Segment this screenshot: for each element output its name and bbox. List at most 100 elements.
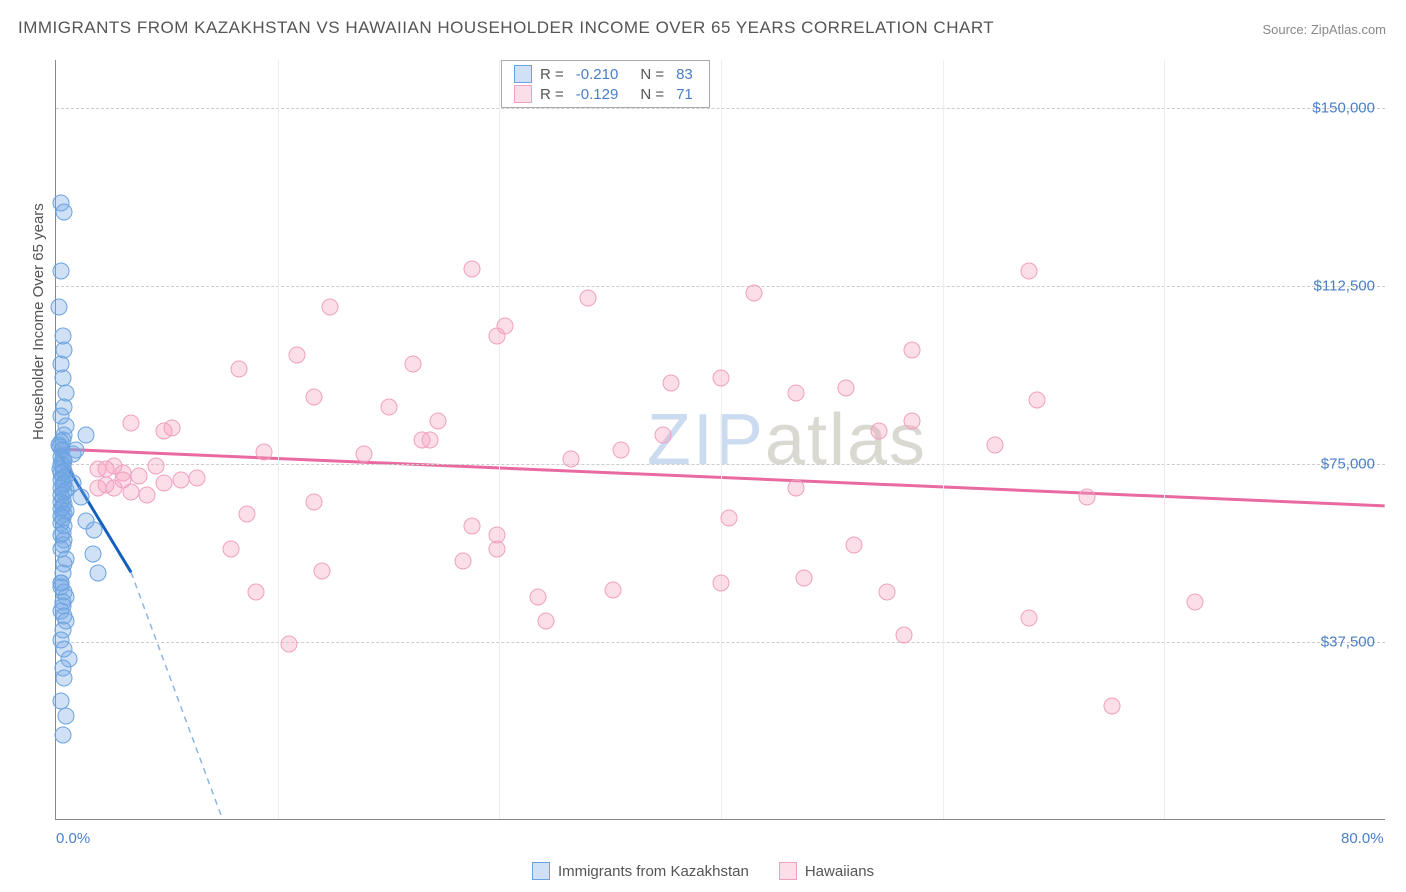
swatch-hawaiians [514, 85, 532, 103]
data-point-hawaiians [413, 432, 430, 449]
data-point-hawaiians [580, 289, 597, 306]
gridline-vertical [1164, 60, 1165, 819]
data-point-hawaiians [488, 327, 505, 344]
y-tick-label: $112,500 [1314, 277, 1375, 294]
data-point-hawaiians [122, 415, 139, 432]
data-point-hawaiians [870, 422, 887, 439]
data-point-hawaiians [663, 375, 680, 392]
data-point-hawaiians [239, 505, 256, 522]
data-point-hawaiians [97, 460, 114, 477]
data-point-hawaiians [604, 581, 621, 598]
data-point-hawaiians [746, 284, 763, 301]
data-point-hawaiians [172, 472, 189, 489]
source-credit: Source: ZipAtlas.com [1262, 22, 1386, 37]
data-point-hawaiians [114, 472, 131, 489]
data-point-hawaiians [355, 446, 372, 463]
data-point-hawaiians [305, 493, 322, 510]
gridline-vertical [278, 60, 279, 819]
legend-item-kazakhstan: Immigrants from Kazakhstan [532, 862, 749, 880]
gridline-vertical [499, 60, 500, 819]
data-point-hawaiians [796, 569, 813, 586]
data-point-hawaiians [721, 510, 738, 527]
gridline-vertical [943, 60, 944, 819]
plot-area: ZIPatlas R =-0.210N =83R =-0.129N =71 $3… [55, 60, 1385, 820]
watermark: ZIPatlas [647, 399, 927, 481]
data-point-hawaiians [463, 261, 480, 278]
data-point-kazakhstan [57, 707, 74, 724]
data-point-kazakhstan [56, 204, 73, 221]
data-point-hawaiians [156, 474, 173, 491]
swatch-kazakhstan [514, 65, 532, 83]
data-point-hawaiians [987, 436, 1004, 453]
stats-row-hawaiians: R = -0.129 N = 71 [502, 84, 709, 104]
stats-r-label: R = [540, 66, 564, 83]
data-point-kazakhstan [89, 565, 106, 582]
legend-label: Immigrants from Kazakhstan [558, 863, 749, 880]
x-tick-label: 80.0% [1341, 830, 1384, 847]
stats-n-value: 71 [676, 86, 693, 103]
data-point-hawaiians [189, 470, 206, 487]
data-point-hawaiians [846, 536, 863, 553]
data-point-hawaiians [89, 479, 106, 496]
legend-item-hawaiians: Hawaiians [779, 862, 874, 880]
bottom-legend: Immigrants from Kazakhstan Hawaiians [0, 862, 1406, 880]
legend-label: Hawaiians [805, 863, 874, 880]
trend-line-ext-kazakhstan [131, 572, 222, 819]
data-point-hawaiians [1078, 489, 1095, 506]
data-point-hawaiians [405, 356, 422, 373]
data-point-hawaiians [314, 562, 331, 579]
stats-n-label: N = [640, 66, 664, 83]
watermark-atlas: atlas [765, 400, 927, 480]
data-point-hawaiians [164, 420, 181, 437]
y-tick-label: $75,000 [1321, 455, 1375, 472]
stats-r-label: R = [540, 86, 564, 103]
data-point-hawaiians [713, 370, 730, 387]
data-point-hawaiians [563, 451, 580, 468]
data-point-hawaiians [654, 427, 671, 444]
stats-r-value: -0.210 [576, 66, 619, 83]
stats-n-label: N = [640, 86, 664, 103]
data-point-hawaiians [904, 413, 921, 430]
data-point-hawaiians [131, 467, 148, 484]
data-point-hawaiians [895, 626, 912, 643]
data-point-hawaiians [430, 413, 447, 430]
data-point-hawaiians [530, 588, 547, 605]
data-point-hawaiians [139, 486, 156, 503]
stats-r-value: -0.129 [576, 86, 619, 103]
data-point-hawaiians [463, 517, 480, 534]
gridline-vertical [721, 60, 722, 819]
stats-row-kazakhstan: R = -0.210 N = 83 [502, 64, 709, 84]
data-point-hawaiians [380, 398, 397, 415]
data-point-hawaiians [837, 379, 854, 396]
data-point-kazakhstan [51, 299, 68, 316]
data-point-hawaiians [455, 553, 472, 570]
data-point-hawaiians [222, 541, 239, 558]
x-tick-label: 0.0% [56, 830, 90, 847]
data-point-kazakhstan [54, 726, 71, 743]
data-point-hawaiians [787, 384, 804, 401]
data-point-kazakhstan [72, 489, 89, 506]
stats-n-value: 83 [676, 66, 693, 83]
legend-swatch-kazakhstan [532, 862, 550, 880]
data-point-hawaiians [1186, 593, 1203, 610]
data-point-hawaiians [538, 612, 555, 629]
data-point-hawaiians [230, 360, 247, 377]
data-point-hawaiians [147, 458, 164, 475]
data-point-hawaiians [1103, 698, 1120, 715]
data-point-hawaiians [247, 584, 264, 601]
data-point-hawaiians [255, 443, 272, 460]
data-point-kazakhstan [52, 263, 69, 280]
data-point-hawaiians [1020, 610, 1037, 627]
data-point-hawaiians [280, 636, 297, 653]
data-point-hawaiians [904, 341, 921, 358]
data-point-hawaiians [289, 346, 306, 363]
data-point-kazakhstan [86, 522, 103, 539]
data-point-kazakhstan [56, 669, 73, 686]
chart-title: IMMIGRANTS FROM KAZAKHSTAN VS HAWAIIAN H… [18, 18, 994, 38]
data-point-hawaiians [713, 574, 730, 591]
data-point-hawaiians [879, 584, 896, 601]
y-tick-label: $150,000 [1312, 99, 1375, 116]
data-point-hawaiians [787, 479, 804, 496]
data-point-hawaiians [1028, 391, 1045, 408]
data-point-kazakhstan [84, 546, 101, 563]
